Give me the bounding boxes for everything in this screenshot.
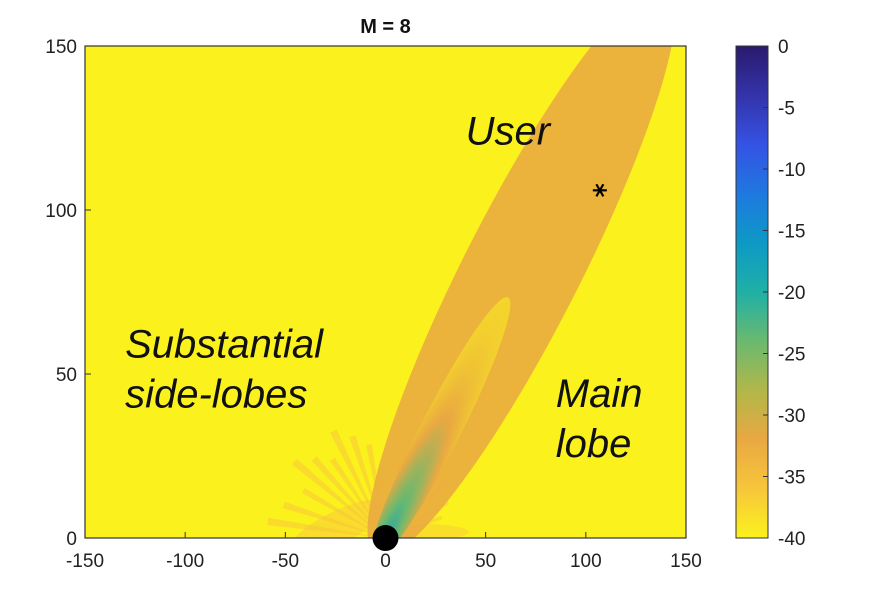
- chart-title: M = 8: [360, 16, 411, 38]
- y-tick-label: 50: [56, 365, 77, 386]
- x-tick-label: 50: [475, 551, 496, 572]
- colorbar-gradient-bar: [735, 45, 769, 539]
- colorbar-ticks: 0 -5 -10 -15 -20 -25 -30 -35 -40: [763, 37, 805, 550]
- annotation: Substantial side-lobes: [125, 323, 324, 417]
- x-tick-label: 100: [570, 551, 602, 572]
- colorbar-tick-label: -20: [778, 283, 805, 304]
- x-tick-label: 150: [670, 551, 702, 572]
- colorbar-tick-label: -30: [778, 406, 805, 427]
- annotation-line: Substantial: [125, 323, 324, 367]
- annotation: Main lobe: [556, 372, 643, 466]
- main-lobe-inner: [369, 297, 511, 538]
- x-axis: -150 -100 -50 0 50 100 150: [66, 532, 702, 572]
- base-station-marker: [372, 525, 399, 551]
- annotation: User: [466, 109, 552, 153]
- markers: [372, 183, 607, 551]
- annotations: User Substantial side-lobes Main lobe: [125, 109, 642, 465]
- x-tick-label: -100: [166, 551, 204, 572]
- x-tick-label: 0: [380, 551, 391, 572]
- y-axis: 0 50 100 150: [45, 37, 91, 550]
- colorbar-tick-label: -15: [778, 222, 805, 243]
- colorbar-tick-label: 0: [778, 37, 789, 58]
- colorbar: 0 -5 -10 -15 -20 -25 -30 -35 -40: [735, 37, 805, 550]
- x-tick-label: -50: [272, 551, 299, 572]
- y-tick-label: 150: [45, 37, 77, 58]
- colorbar-tick-label: -25: [778, 345, 805, 366]
- annotation-line: Main: [556, 372, 643, 416]
- x-tick-label: -150: [66, 551, 104, 572]
- y-tick-label: 100: [45, 201, 77, 222]
- colorbar-tick-label: -35: [778, 468, 805, 489]
- heatmap-field: [267, 46, 676, 538]
- y-tick-label: 0: [66, 529, 77, 550]
- annotation-line: User: [466, 109, 552, 153]
- annotation-line: lobe: [556, 422, 632, 466]
- user-marker: [592, 183, 607, 197]
- annotation-line: side-lobes: [125, 373, 307, 417]
- side-lobe: [290, 498, 391, 538]
- plot-area: -150 -100 -50 0 50 100 150 0 50 100 150 User Subst…: [45, 37, 702, 572]
- colorbar-tick-label: -40: [778, 529, 805, 550]
- colorbar-tick-label: -10: [778, 160, 805, 181]
- colorbar-tick-label: -5: [778, 99, 795, 120]
